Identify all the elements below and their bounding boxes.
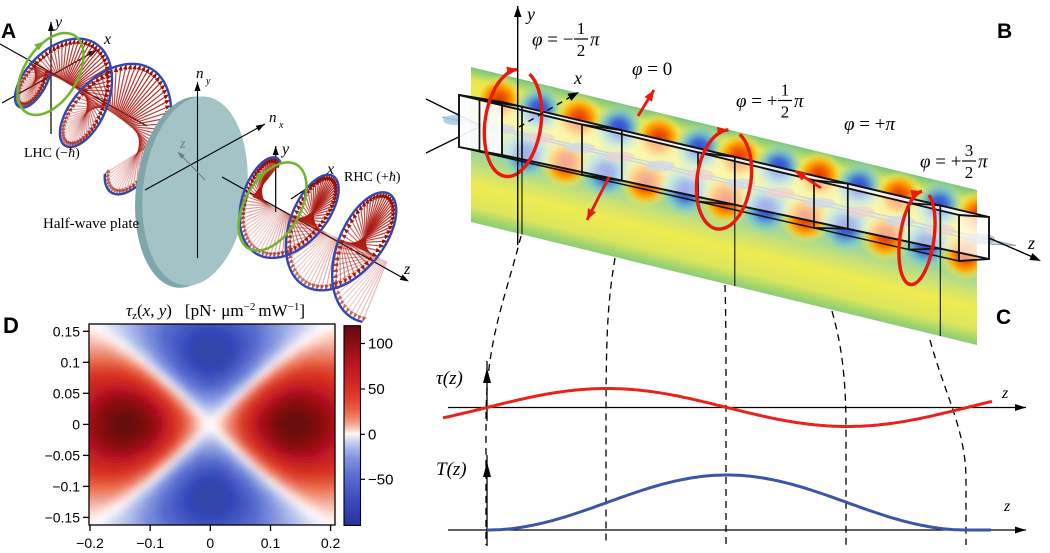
svg-text:−0.1: −0.1 — [136, 535, 164, 551]
svg-text:0.1: 0.1 — [261, 535, 281, 551]
svg-text:0.2: 0.2 — [321, 535, 341, 551]
svg-text:π: π — [794, 91, 804, 112]
svg-text:φ = +π: φ = +π — [844, 114, 895, 135]
svg-text:100: 100 — [368, 336, 393, 353]
svg-text:n: n — [196, 66, 204, 82]
svg-text:z: z — [1001, 385, 1009, 402]
svg-text:RHC (+ħ): RHC (+ħ) — [344, 170, 401, 185]
svg-text:−0.2: −0.2 — [76, 535, 104, 551]
svg-text:0: 0 — [72, 416, 80, 432]
svg-text:2: 2 — [781, 103, 790, 122]
svg-text:x: x — [573, 68, 582, 88]
svg-text:π: π — [590, 30, 600, 51]
svg-text:τz(x, y)[pN· μm−2mW−1]: τz(x, y) [pN· μm−2 mW−1] — [126, 301, 305, 322]
svg-text:φ = +: φ = + — [736, 91, 777, 112]
svg-text:x: x — [103, 31, 111, 48]
svg-text:φ = +: φ = + — [920, 152, 961, 173]
svg-text:1: 1 — [577, 19, 586, 38]
svg-text:0.05: 0.05 — [53, 385, 80, 401]
svg-text:π: π — [978, 152, 988, 173]
svg-text:T(z): T(z) — [436, 459, 467, 480]
svg-text:x: x — [278, 120, 284, 131]
svg-text:y: y — [525, 4, 535, 24]
svg-text:0: 0 — [206, 535, 214, 551]
svg-text:3: 3 — [965, 141, 974, 160]
svg-text:0.15: 0.15 — [53, 323, 80, 339]
svg-text:z: z — [1003, 498, 1011, 515]
svg-text:−0.1: −0.1 — [52, 478, 80, 494]
svg-text:y: y — [205, 76, 211, 87]
svg-text:z: z — [179, 137, 186, 152]
svg-text:φ = 0: φ = 0 — [632, 59, 672, 80]
svg-text:A: A — [1, 20, 16, 43]
svg-text:1: 1 — [781, 81, 790, 100]
svg-text:−50: −50 — [368, 471, 393, 488]
svg-text:z: z — [403, 261, 411, 278]
svg-text:y: y — [280, 141, 290, 158]
svg-text:Half-wave plate: Half-wave plate — [43, 216, 140, 232]
svg-text:x: x — [326, 161, 334, 178]
svg-text:50: 50 — [368, 381, 385, 398]
svg-text:2: 2 — [577, 41, 586, 60]
svg-text:z: z — [1027, 233, 1035, 253]
svg-text:D: D — [3, 313, 19, 338]
svg-text:n: n — [269, 110, 277, 126]
svg-text:0: 0 — [368, 426, 376, 443]
svg-text:−0.05: −0.05 — [45, 447, 81, 463]
svg-text:B: B — [997, 20, 1012, 43]
svg-text:C: C — [996, 306, 1011, 329]
svg-text:φ = −: φ = − — [532, 30, 573, 51]
svg-text:0.1: 0.1 — [61, 354, 81, 370]
svg-text:−0.15: −0.15 — [45, 509, 81, 525]
svg-text:LHC (−ħ): LHC (−ħ) — [24, 146, 80, 161]
svg-text:τ(z): τ(z) — [436, 368, 463, 389]
svg-text:y: y — [53, 14, 63, 31]
svg-text:2: 2 — [965, 163, 974, 182]
